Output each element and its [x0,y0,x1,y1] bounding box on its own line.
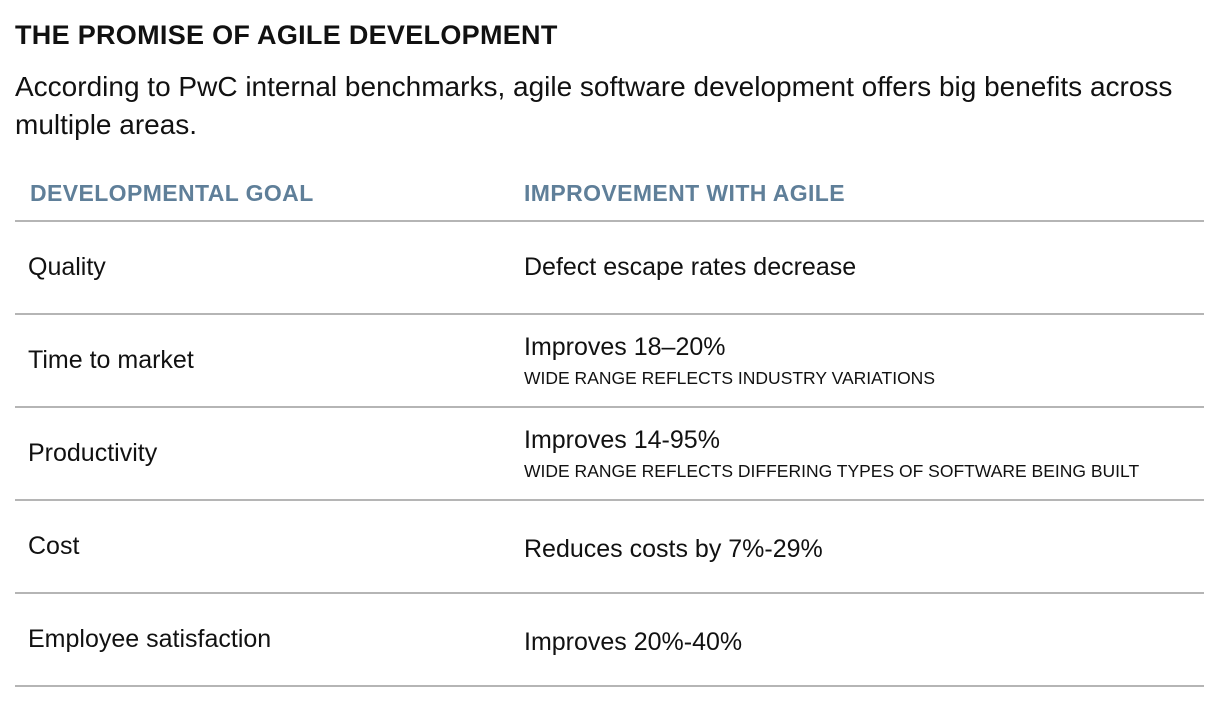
table-row: Cost Reduces costs by 7%-29% [15,501,1204,594]
improvement-cell: Improves 14-95% [524,425,720,454]
goal-cell: Productivity [28,439,158,467]
improvement-cell: Reduces costs by 7%-29% [524,535,823,563]
improvement-cell: Improves 18–20% [524,332,726,361]
table-row: Quality Defect escape rates decrease [15,222,1204,315]
goal-cell: Time to market [28,346,194,374]
table-row: Employee satisfaction Improves 20%-40% [15,594,1204,687]
table-row: Time to market Improves 18–20% WIDE RANG… [15,315,1204,408]
improvement-note: WIDE RANGE REFLECTS INDUSTRY VARIATIONS [524,367,935,388]
table-row: Productivity Improves 14-95% WIDE RANGE … [15,408,1204,501]
header-goal: DEVELOPMENTAL GOAL [30,180,314,206]
page-title: THE PROMISE OF AGILE DEVELOPMENT [15,20,558,50]
benefits-table: DEVELOPMENTAL GOAL IMPROVEMENT WITH AGIL… [15,176,1204,687]
improvement-cell: Improves 20%-40% [524,628,743,656]
goal-cell: Cost [28,532,80,560]
page-subtitle: According to PwC internal benchmarks, ag… [15,71,1173,140]
goal-cell: Employee satisfaction [28,625,272,653]
improvement-note: WIDE RANGE REFLECTS DIFFERING TYPES OF S… [524,460,1140,481]
goal-cell: Quality [28,253,106,281]
table-header: DEVELOPMENTAL GOAL IMPROVEMENT WITH AGIL… [15,176,1204,222]
header-improvement: IMPROVEMENT WITH AGILE [524,180,845,206]
improvement-cell: Defect escape rates decrease [524,253,857,281]
